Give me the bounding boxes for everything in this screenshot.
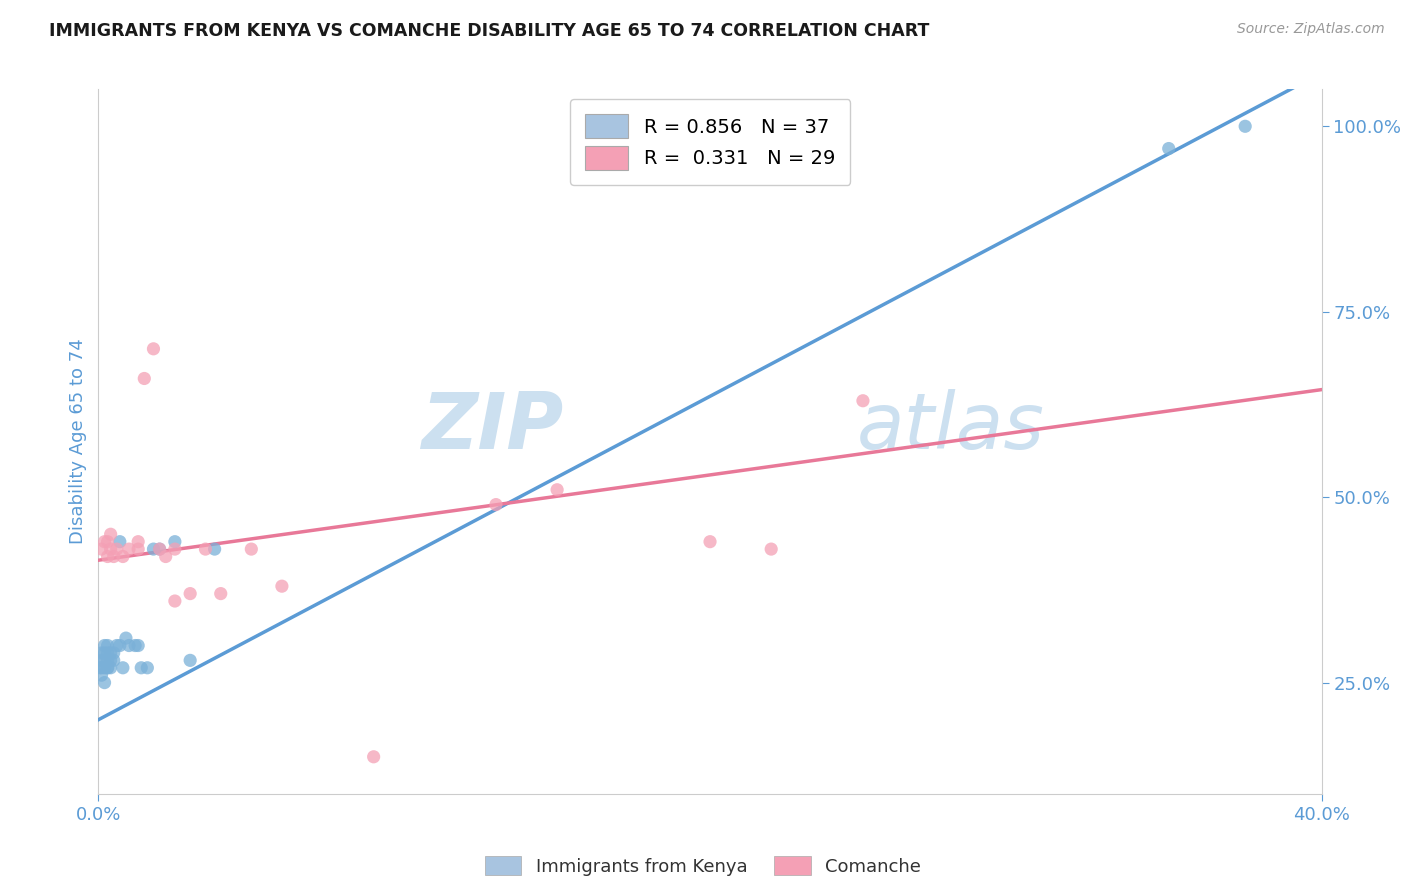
Point bbox=[127, 542, 149, 557]
Point bbox=[194, 542, 217, 557]
Point bbox=[136, 661, 159, 675]
Point bbox=[179, 586, 201, 600]
Point bbox=[93, 639, 115, 653]
Point bbox=[100, 542, 122, 557]
Y-axis label: Disability Age 65 to 74: Disability Age 65 to 74 bbox=[69, 339, 87, 544]
Point bbox=[699, 534, 721, 549]
Point bbox=[142, 342, 165, 356]
Point bbox=[163, 534, 186, 549]
Point bbox=[103, 549, 125, 564]
Point bbox=[93, 646, 115, 660]
Point bbox=[108, 534, 131, 549]
Point bbox=[129, 661, 152, 675]
Text: ZIP: ZIP bbox=[420, 390, 564, 466]
Point bbox=[111, 661, 134, 675]
Point bbox=[90, 661, 112, 675]
Text: Source: ZipAtlas.com: Source: ZipAtlas.com bbox=[1237, 22, 1385, 37]
Point bbox=[149, 542, 172, 557]
Point bbox=[100, 646, 122, 660]
Point bbox=[204, 542, 226, 557]
Legend: Immigrants from Kenya, Comanche: Immigrants from Kenya, Comanche bbox=[478, 849, 928, 883]
Point bbox=[103, 646, 125, 660]
Point bbox=[90, 646, 112, 660]
Point bbox=[163, 594, 186, 608]
Point bbox=[93, 675, 115, 690]
Point bbox=[124, 639, 146, 653]
Point bbox=[1157, 142, 1180, 156]
Point bbox=[100, 527, 122, 541]
Point bbox=[108, 639, 131, 653]
Point bbox=[759, 542, 782, 557]
Point bbox=[97, 549, 120, 564]
Point bbox=[240, 542, 263, 557]
Point bbox=[93, 534, 115, 549]
Point bbox=[118, 542, 141, 557]
Point bbox=[105, 542, 128, 557]
Point bbox=[100, 653, 122, 667]
Point bbox=[155, 549, 177, 564]
Point bbox=[105, 639, 128, 653]
Point bbox=[97, 661, 120, 675]
Point bbox=[97, 646, 120, 660]
Point bbox=[209, 586, 232, 600]
Point bbox=[270, 579, 292, 593]
Legend: R = 0.856   N = 37, R =  0.331   N = 29: R = 0.856 N = 37, R = 0.331 N = 29 bbox=[569, 99, 851, 186]
Point bbox=[100, 661, 122, 675]
Point bbox=[90, 668, 112, 682]
Point bbox=[97, 534, 120, 549]
Point bbox=[97, 639, 120, 653]
Point bbox=[852, 393, 875, 408]
Point bbox=[93, 653, 115, 667]
Point bbox=[134, 371, 156, 385]
Point bbox=[485, 498, 508, 512]
Point bbox=[142, 542, 165, 557]
Point bbox=[90, 542, 112, 557]
Point bbox=[1234, 120, 1257, 134]
Text: IMMIGRANTS FROM KENYA VS COMANCHE DISABILITY AGE 65 TO 74 CORRELATION CHART: IMMIGRANTS FROM KENYA VS COMANCHE DISABI… bbox=[49, 22, 929, 40]
Point bbox=[127, 639, 149, 653]
Point bbox=[127, 534, 149, 549]
Point bbox=[115, 631, 138, 645]
Point bbox=[97, 661, 120, 675]
Text: atlas: atlas bbox=[856, 390, 1045, 466]
Point bbox=[93, 661, 115, 675]
Point bbox=[103, 653, 125, 667]
Point bbox=[149, 542, 172, 557]
Point bbox=[179, 653, 201, 667]
Point bbox=[111, 549, 134, 564]
Point bbox=[97, 653, 120, 667]
Point bbox=[363, 749, 385, 764]
Point bbox=[546, 483, 568, 497]
Point bbox=[163, 542, 186, 557]
Point bbox=[89, 661, 111, 675]
Point bbox=[90, 653, 112, 667]
Point bbox=[118, 639, 141, 653]
